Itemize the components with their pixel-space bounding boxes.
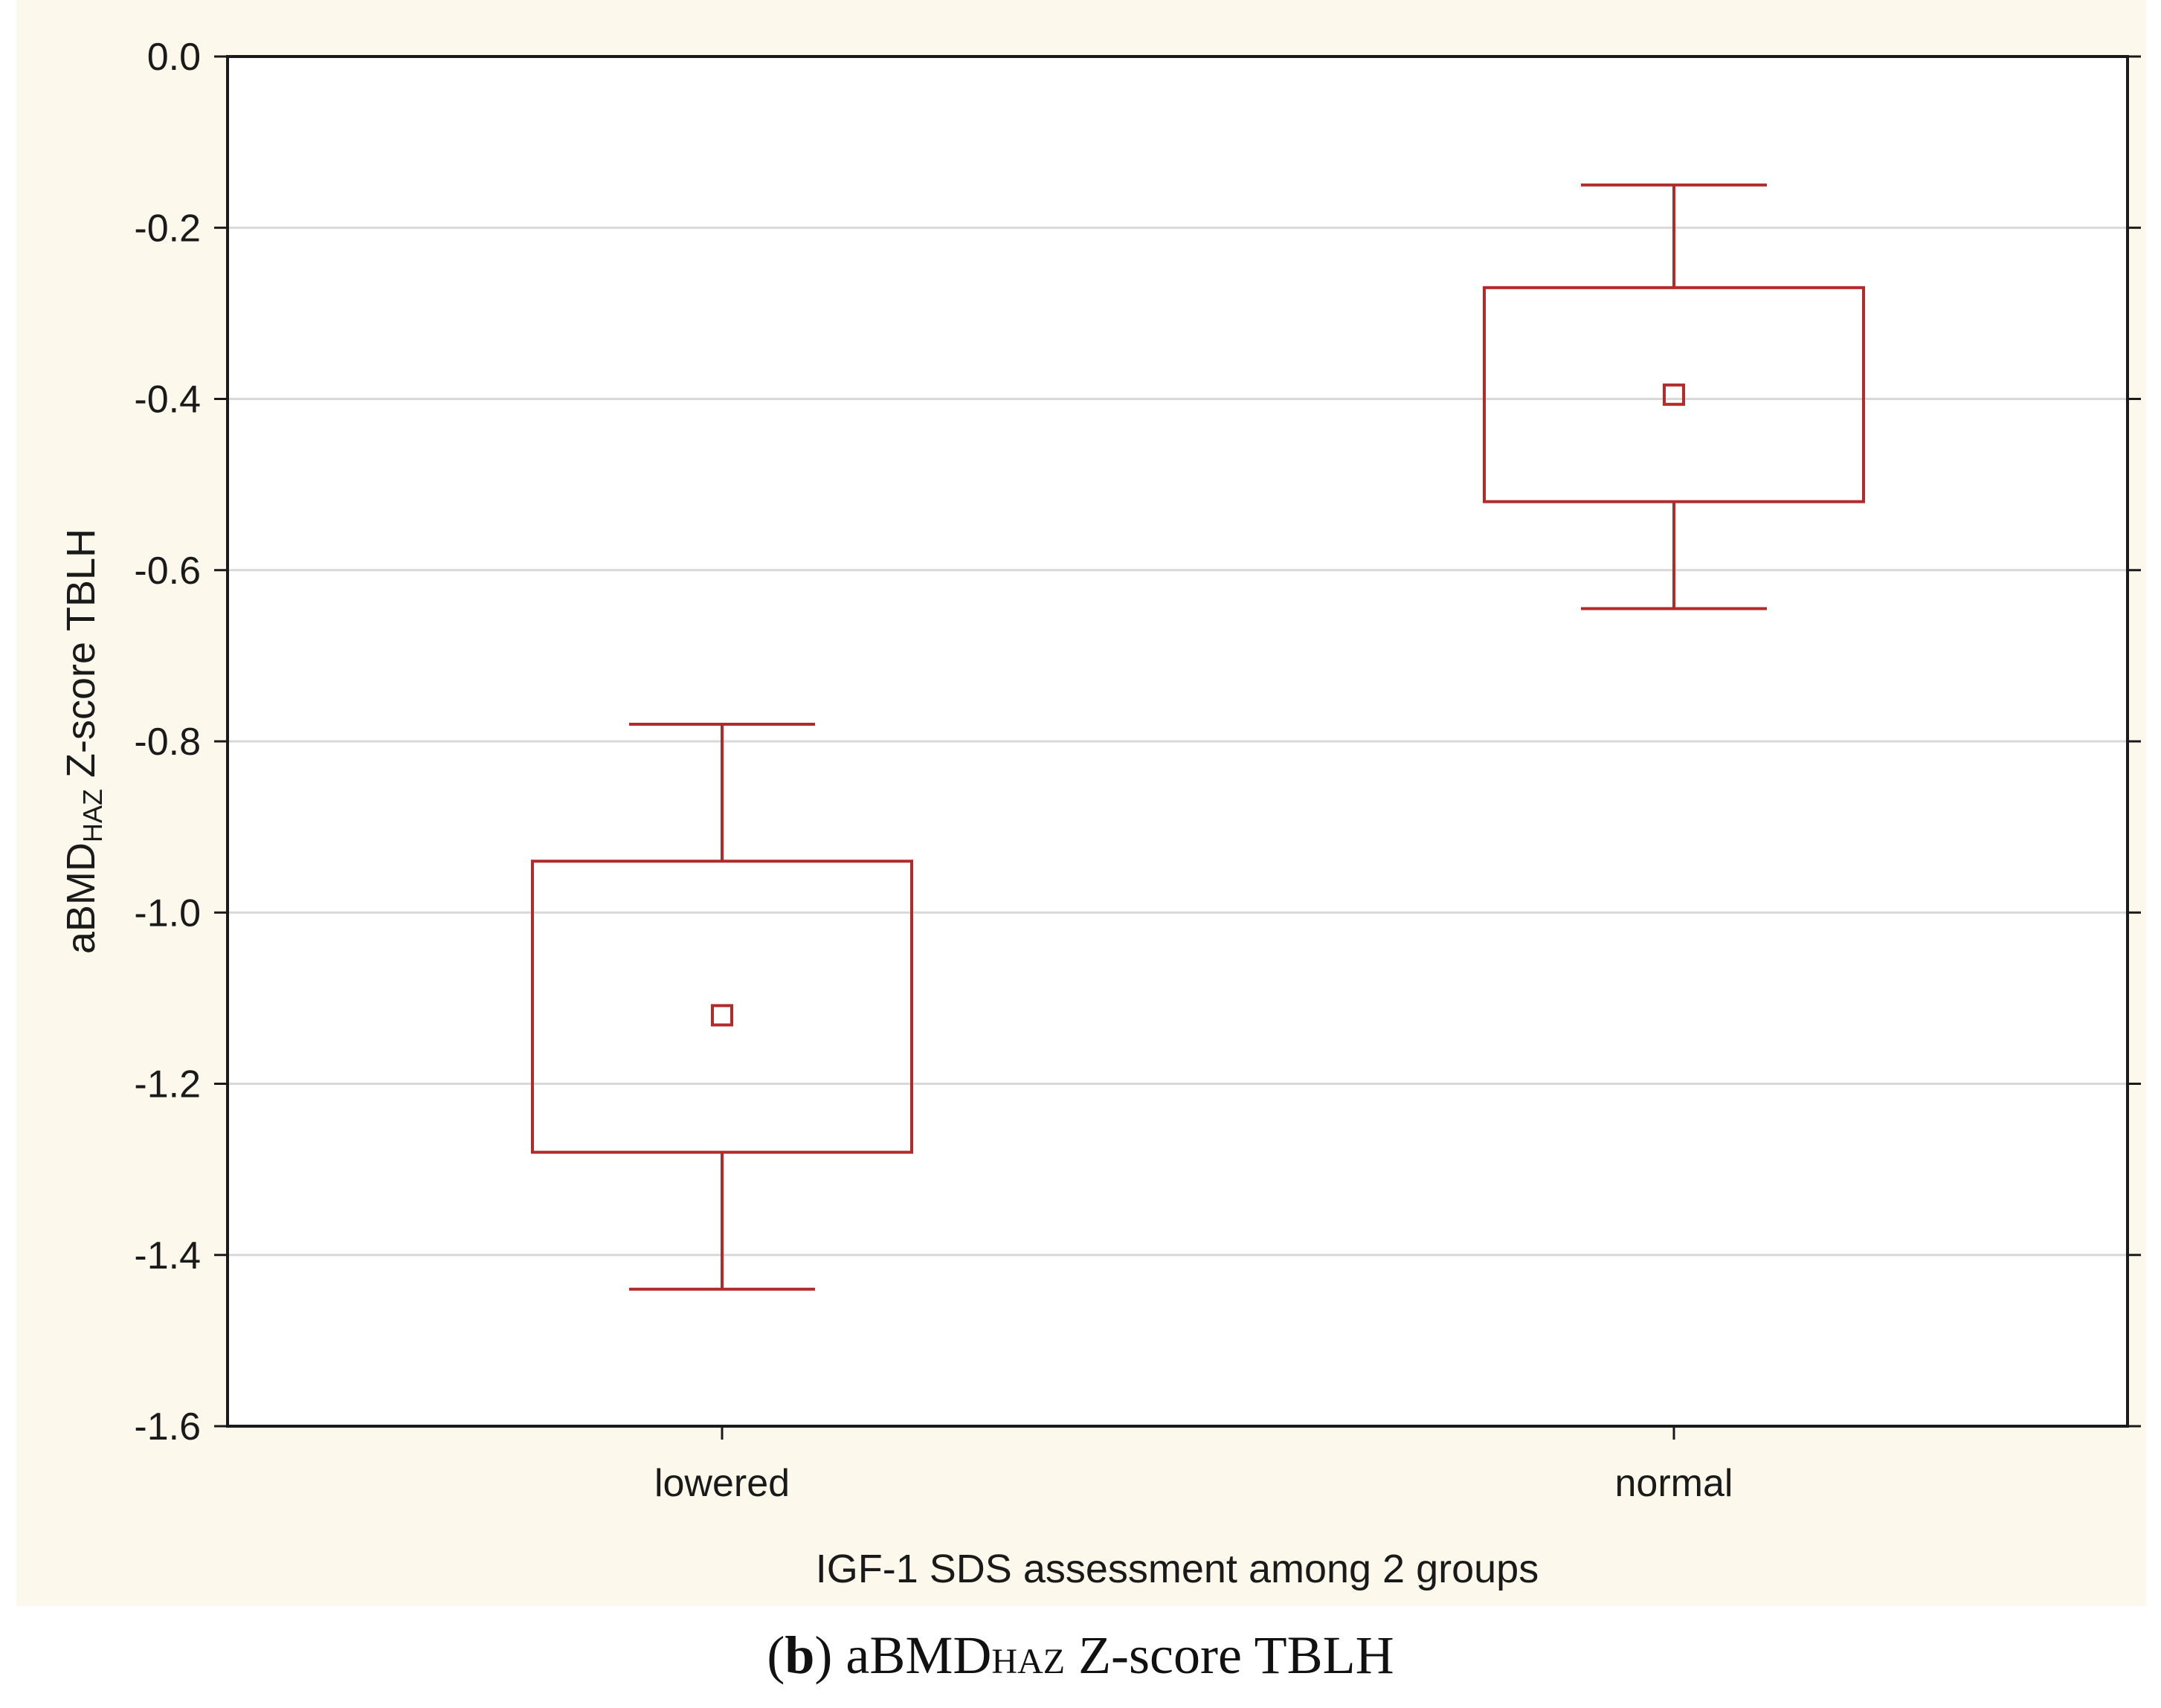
x-axis-title: IGF-1 SDS assessment among 2 groups <box>816 1547 1539 1591</box>
box-series <box>531 183 1865 1291</box>
figure-caption: (b) aBMDHAZ Z-score TBLH <box>0 1625 2161 1686</box>
caption-subscript: HAZ <box>991 1642 1066 1681</box>
y-axis-title-main: aBMD <box>59 842 103 954</box>
caption-close-paren: ) <box>814 1625 846 1685</box>
y-tick-label: -1.0 <box>134 892 201 935</box>
y-axis-title-suffix: Z-score TBLH <box>59 529 103 789</box>
caption-title: aBMD <box>846 1625 992 1685</box>
y-tick-label: -0.8 <box>134 721 201 764</box>
y-tick-label: -0.4 <box>134 378 201 422</box>
box-rect <box>1483 286 1865 503</box>
box-group-lowered <box>531 722 913 1291</box>
y-tick-label: 0.0 <box>147 36 201 79</box>
y-axis-title: aBMDHAZ Z-score TBLH <box>59 529 108 954</box>
y-axis-title-subscript: HAZ <box>77 789 108 842</box>
box-rect <box>531 860 913 1154</box>
caption-panel-letter: b <box>785 1625 815 1685</box>
y-tick-label: -1.4 <box>134 1234 201 1277</box>
chart-panel: 0.0 -0.2 -0.4 -0.6 -0.8 -1.0 -1.2 -1.4 -1.6 lower… <box>16 0 2146 1606</box>
y-tick-label: -1.2 <box>134 1063 201 1106</box>
x-tick-label: normal <box>1615 1462 1733 1505</box>
y-tick-label: -1.6 <box>134 1405 201 1448</box>
box-plot-chart: 0.0 -0.2 -0.4 -0.6 -0.8 -1.0 -1.2 -1.4 -1.6 lower… <box>59 36 2141 1591</box>
caption-open-paren: ( <box>767 1625 785 1685</box>
y-tick-label: -0.6 <box>134 550 201 593</box>
axis-ticks: 0.0 -0.2 -0.4 -0.6 -0.8 -1.0 -1.2 -1.4 -1.6 lower… <box>134 36 2141 1505</box>
y-tick-label: -0.2 <box>134 207 201 250</box>
mean-marker <box>711 1004 733 1027</box>
box-group-normal <box>1483 183 1865 610</box>
x-tick-label: lowered <box>654 1462 790 1505</box>
mean-marker <box>1663 383 1685 406</box>
grid-lines <box>228 226 2128 1257</box>
caption-suffix: Z-score TBLH <box>1065 1625 1394 1685</box>
